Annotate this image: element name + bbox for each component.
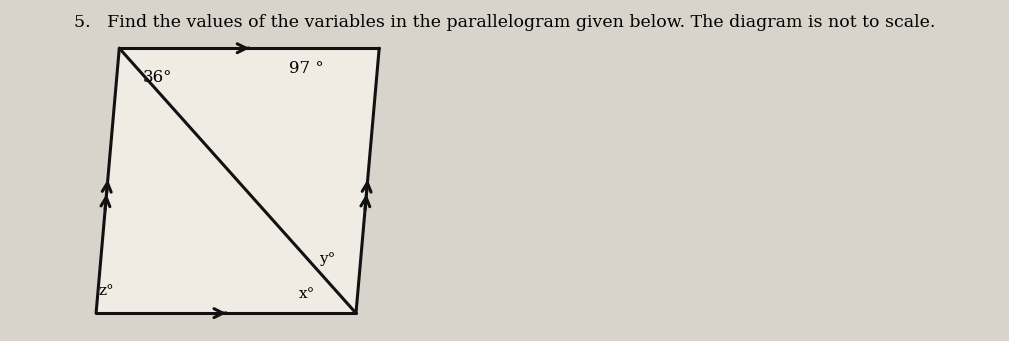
- Text: z°: z°: [99, 284, 115, 298]
- Polygon shape: [96, 48, 379, 313]
- Text: 97 °: 97 °: [290, 60, 324, 77]
- Text: 36°: 36°: [142, 69, 172, 86]
- Text: 5.   Find the values of the variables in the parallelogram given below. The diag: 5. Find the values of the variables in t…: [74, 14, 935, 31]
- Text: x°: x°: [299, 287, 315, 301]
- Text: y°: y°: [319, 252, 335, 266]
